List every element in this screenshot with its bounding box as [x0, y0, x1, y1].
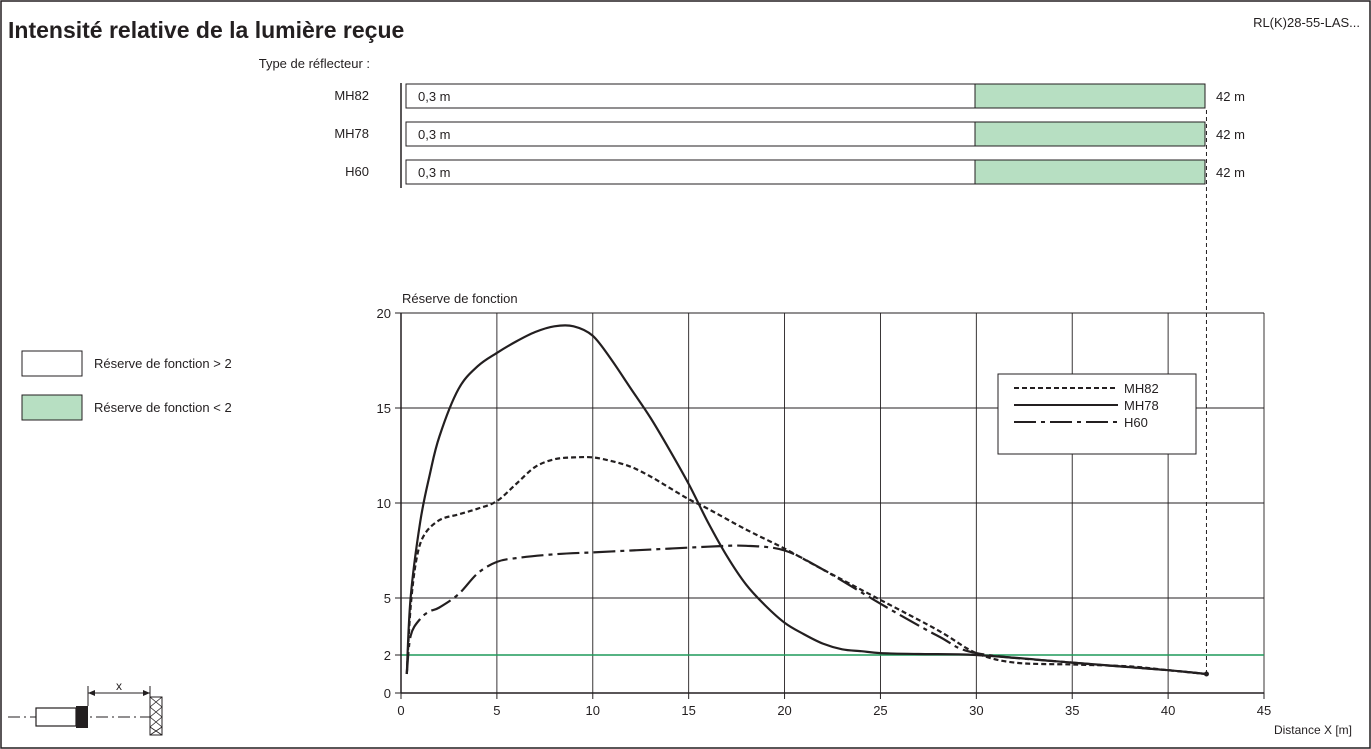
series-legend: MH82 MH78 H60: [997, 373, 1197, 455]
distance-x-label: x: [116, 679, 122, 693]
dim-arrow-left: [88, 690, 95, 696]
series-line-h60: [405, 544, 1207, 676]
x-tick-label: 10: [586, 703, 600, 718]
dim-arrow-right: [143, 690, 150, 696]
y-axis-title: Réserve de fonction: [402, 291, 518, 306]
range-end-label: 42 m: [1216, 127, 1245, 142]
y-tick-label: 5: [384, 591, 391, 606]
range-start-label: 0,3 m: [418, 89, 451, 104]
x-tick-label: 25: [873, 703, 887, 718]
x-tick-label: 5: [493, 703, 500, 718]
reflector-name: H60: [345, 164, 369, 179]
range-bar-ok: [405, 83, 976, 109]
series-line-mh78: [405, 324, 1207, 676]
chart-series: [405, 324, 1209, 677]
x-tick-label: 20: [777, 703, 791, 718]
range-bar-low: [974, 83, 1206, 109]
range-bar-ok: [405, 121, 976, 147]
reflector-name: MH78: [334, 126, 369, 141]
reflector-type-label: Type de réflecteur :: [259, 56, 370, 71]
reflector-row-h60: H60 0,3 m 42 m: [345, 159, 1245, 185]
legend-box-below-2: Réserve de fonction < 2: [21, 394, 232, 421]
sensor-distance-diagram: x: [8, 679, 163, 736]
range-start-label: 0,3 m: [418, 165, 451, 180]
series-line-mh82: [405, 455, 1207, 676]
range-bar-low: [974, 121, 1206, 147]
reflector-icon: [149, 696, 163, 736]
legend-label-mh82: MH82: [1124, 381, 1159, 396]
x-axis-title: Distance X [m]: [1274, 723, 1352, 737]
model-label: RL(K)28-55-LAS...: [1253, 15, 1360, 30]
range-start-label: 0,3 m: [418, 127, 451, 142]
legend-box-label: Réserve de fonction > 2: [94, 356, 232, 371]
reflector-row-mh82: MH82 0,3 m 42 m: [334, 83, 1245, 109]
x-tick-label: 15: [681, 703, 695, 718]
legend-box-above-2: Réserve de fonction > 2: [21, 350, 232, 377]
x-tick-label: 35: [1065, 703, 1079, 718]
legend-swatch-white: [21, 350, 83, 377]
y-tick-label: 10: [377, 496, 391, 511]
y-tick-label: 0: [384, 686, 391, 701]
sensor-body: [35, 707, 77, 727]
range-end-label: 42 m: [1216, 89, 1245, 104]
reflector-name: MH82: [334, 88, 369, 103]
x-tick-label: 0: [397, 703, 404, 718]
legend-label-h60: H60: [1124, 415, 1148, 430]
y-tick-label: 15: [377, 401, 391, 416]
x-tick-label: 30: [969, 703, 983, 718]
y-tick-label: 2: [384, 648, 391, 663]
series-legend-box: [997, 373, 1197, 455]
legend-swatch-green: [21, 394, 83, 421]
sensor-lens: [76, 706, 88, 728]
reflector-hatch: [149, 696, 163, 736]
series-end-point: [1203, 671, 1209, 677]
reflector-row-mh78: MH78 0,3 m 42 m: [334, 121, 1245, 147]
page-title: Intensité relative de la lumière reçue: [8, 17, 404, 43]
legend-label-mh78: MH78: [1124, 398, 1159, 413]
legend-box-label: Réserve de fonction < 2: [94, 400, 232, 415]
range-bar-low: [974, 159, 1206, 185]
range-end-label: 42 m: [1216, 165, 1245, 180]
range-bar-ok: [405, 159, 976, 185]
y-tick-label: 20: [377, 306, 391, 321]
x-tick-label: 45: [1257, 703, 1271, 718]
x-tick-label: 40: [1161, 703, 1175, 718]
